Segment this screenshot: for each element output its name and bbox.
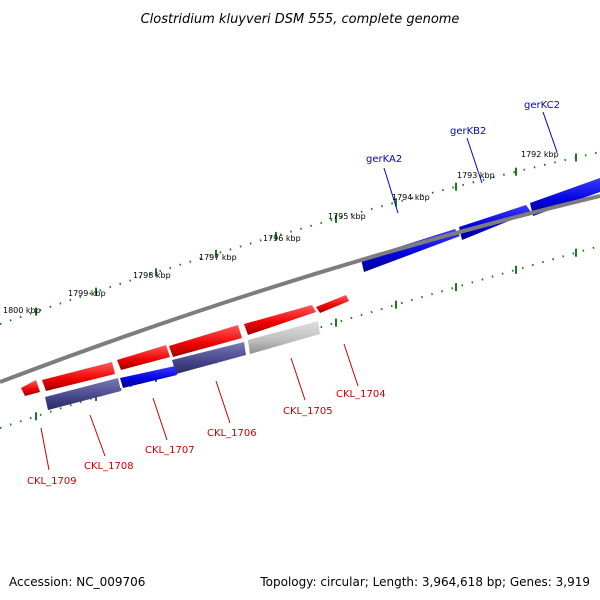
callout-CKL_1708 [89,414,106,457]
gene-CKL_1708-alt[interactable] [45,378,121,410]
accession-text: Accession: NC_009706 [9,575,145,589]
gene-CKL_1707[interactable] [117,345,170,370]
gene-CKL_1708[interactable] [42,362,115,391]
gene-label-CKL_1708[interactable]: CKL_1708 [84,461,134,472]
kbp-label: 1795 kbp [328,212,366,221]
gene-CKL_1706-alt[interactable] [172,342,246,374]
gene-label-gerKB2[interactable]: gerKB2 [450,126,486,137]
kbp-label: 1800 kbp [3,306,41,315]
kbp-label: 1799 kbp [68,289,106,298]
callout-CKL_1709 [40,427,50,471]
kbp-label: 1792 kbp [521,150,559,159]
gene-label-CKL_1707[interactable]: CKL_1707 [145,445,195,456]
gene-CKL_1705[interactable] [244,305,316,335]
kbp-label: 1796 kbp [263,234,301,243]
outer-major-ticks [35,153,577,316]
genome-backbone [0,194,600,384]
gene-CKL_1709[interactable] [21,380,40,396]
callout-gerKB2 [466,137,483,184]
kbp-label: 1793 kbp [457,171,495,180]
gene-gerKC2[interactable] [530,178,600,216]
map-title: Clostridium kluyveri DSM 555, complete g… [141,12,460,27]
gene-labels: gerKA2 gerKB2 gerKC2 CKL_1704 CKL_1705 C… [27,100,560,487]
gene-CKL_1706[interactable] [169,325,242,357]
kbp-label: 1798 kbp [133,271,171,280]
callout-CKL_1706 [215,380,231,424]
gene-label-gerKC2[interactable]: gerKC2 [524,100,560,111]
callout-CKL_1704 [343,343,359,387]
callout-CKL_1707 [152,397,168,441]
kbp-tick-labels: 1792 kbp 1793 kbp 1794 kbp 1795 kbp 1796… [3,150,559,315]
gene-label-gerKA2[interactable]: gerKA2 [366,154,402,165]
reverse-strand-genes [21,295,349,410]
callout-gerKA2 [383,167,399,214]
gene-label-CKL_1705[interactable]: CKL_1705 [283,406,333,417]
callout-gerKC2 [542,111,558,153]
callout-CKL_1705 [290,357,306,401]
gene-CKL_1704[interactable] [316,295,349,313]
topology-text: Topology: circular; Length: 3,964,618 bp… [259,575,590,589]
gene-label-CKL_1709[interactable]: CKL_1709 [27,476,77,487]
gene-CKL_1707-forward[interactable] [120,366,177,388]
gene-label-CKL_1706[interactable]: CKL_1706 [207,428,257,439]
kbp-label: 1794 kbp [392,193,430,202]
gene-callouts [40,111,558,471]
gene-label-CKL_1704[interactable]: CKL_1704 [336,389,386,400]
gene-CKL_1705-pseudo[interactable] [248,321,320,354]
kbp-label: 1797 kbp [199,253,237,262]
